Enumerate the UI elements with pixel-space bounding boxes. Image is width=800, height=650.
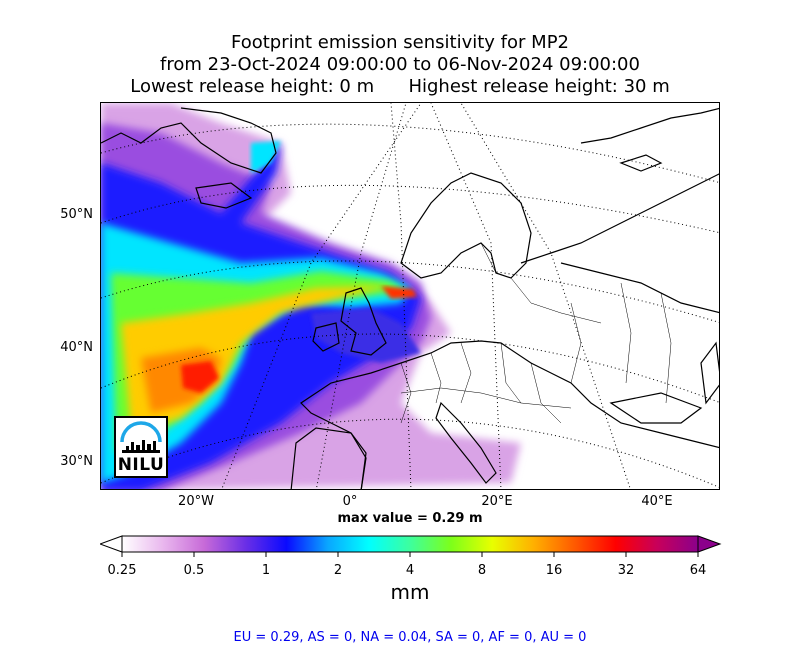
colorbar <box>100 535 722 557</box>
colorbar-tick-label: 8 <box>477 563 487 578</box>
lon-label-20e: 20°E <box>481 494 513 509</box>
coastlines <box>101 107 719 489</box>
graticule <box>101 103 719 489</box>
colorbar-bar <box>121 535 699 553</box>
colorbar-tick-label: 1 <box>261 563 271 578</box>
borders <box>400 242 672 424</box>
title-line-1: Footprint emission sensitivity for MP2 <box>230 32 569 53</box>
lat-label-50n: 50°N <box>60 207 93 222</box>
logo-skyline-icon <box>120 421 162 453</box>
lon-label-40e: 40°E <box>641 494 673 509</box>
colorbar-max-arrow <box>697 535 722 553</box>
colorbar-tick-label: 32 <box>617 563 635 578</box>
map-panel <box>100 102 720 490</box>
colorbar-tick-label: 4 <box>405 563 415 578</box>
colorbar-tick-label: 0.5 <box>183 563 205 578</box>
nilu-logo: NILU <box>114 416 168 478</box>
max-value-label: max value = 0.29 m <box>337 511 483 526</box>
sensitivity-field <box>101 103 521 489</box>
colorbar-min-arrow <box>100 535 123 553</box>
title-line-3: Lowest release height: 0 m Highest relea… <box>130 76 670 97</box>
colorbar-tick-label: 2 <box>333 563 343 578</box>
lon-label-0: 0° <box>342 494 358 509</box>
region-summary: EU = 0.29, AS = 0, NA = 0.04, SA = 0, AF… <box>233 630 587 645</box>
title-line-2: from 23-Oct-2024 09:00:00 to 06-Nov-2024… <box>160 54 640 75</box>
colorbar-unit: mm <box>390 580 430 604</box>
colorbar-tickmarks <box>121 552 699 557</box>
colorbar-tick-label: 16 <box>545 563 563 578</box>
footprint-map <box>101 103 719 489</box>
lat-label-40n: 40°N <box>60 340 93 355</box>
lat-label-30n: 30°N <box>60 454 93 469</box>
colorbar-tick-label: 64 <box>689 563 707 578</box>
colorbar-tick-label: 0.25 <box>107 563 137 578</box>
lon-label-20w: 20°W <box>178 494 214 509</box>
logo-text: NILU <box>117 455 165 475</box>
